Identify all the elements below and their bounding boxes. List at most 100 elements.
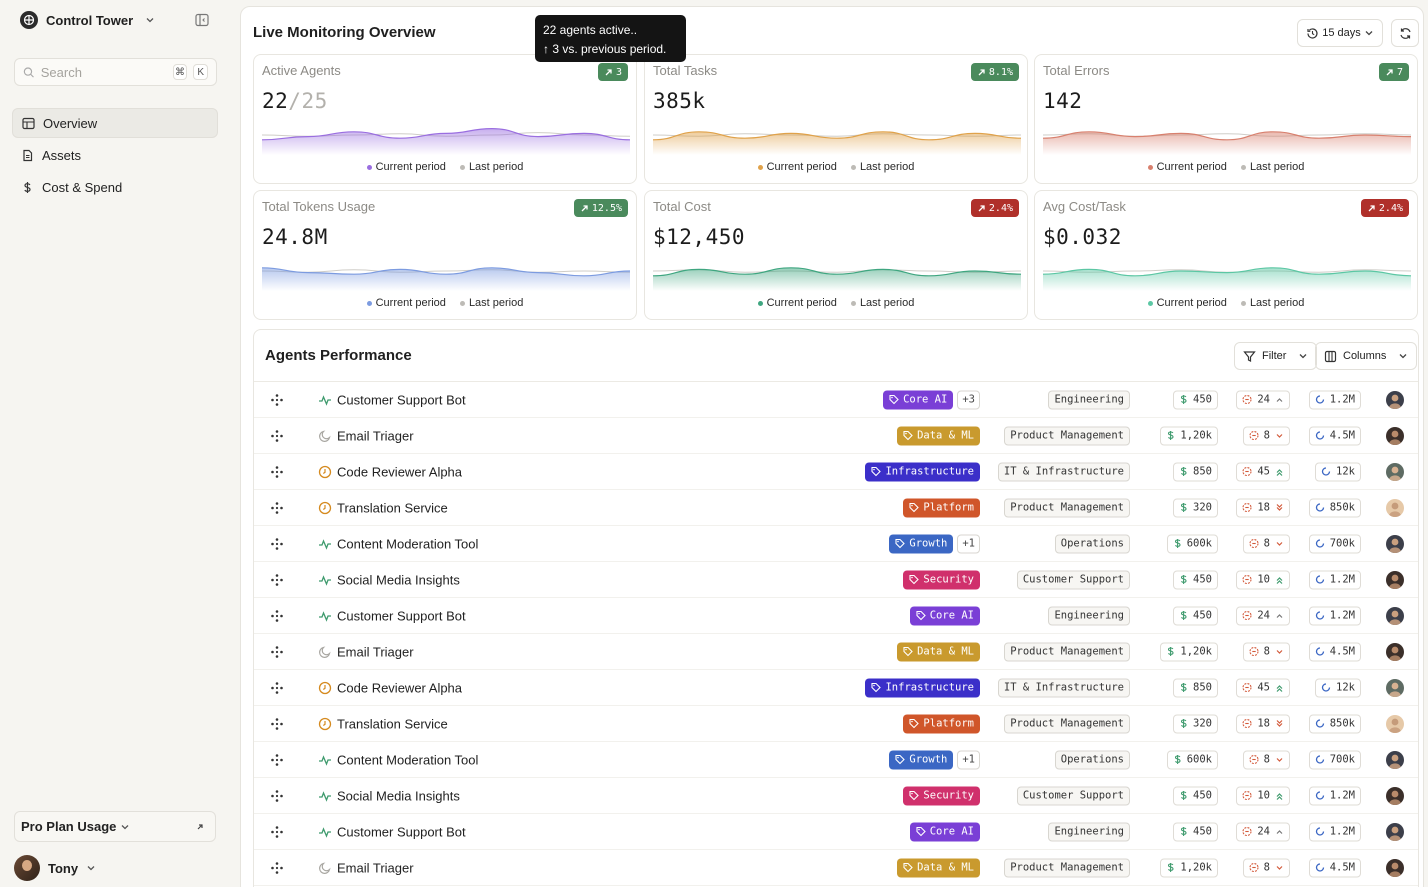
drag-handle-icon[interactable] <box>270 753 284 767</box>
drag-handle-icon[interactable] <box>270 393 284 407</box>
avatar[interactable] <box>1386 642 1404 661</box>
table-row[interactable]: Customer Support Bot Core AI Engineering… <box>254 598 1418 634</box>
avatar[interactable] <box>1386 426 1404 445</box>
filter-button[interactable]: Filter <box>1234 342 1318 370</box>
avatar[interactable] <box>1386 786 1404 805</box>
avatar[interactable] <box>1386 390 1404 409</box>
agent-name[interactable]: Content Moderation Tool <box>337 536 479 551</box>
agent-tag[interactable]: Core AI <box>909 822 980 841</box>
kpi-card-total-tasks[interactable]: Total Tasks 8.1% 385k Current period Las… <box>644 54 1028 184</box>
more-tags-badge[interactable]: +3 <box>957 390 980 409</box>
agent-tag[interactable]: Core AI <box>883 390 954 409</box>
drag-handle-icon[interactable] <box>270 645 284 659</box>
plan-usage-button[interactable]: Pro Plan Usage <box>14 811 216 842</box>
user-menu[interactable]: Tony <box>14 855 96 881</box>
drag-handle-icon[interactable] <box>270 717 284 731</box>
kpi-card-total-cost[interactable]: Total Cost 2.4% $12,450 Current period L… <box>644 190 1028 320</box>
tokens-badge: 1.2M <box>1308 570 1361 589</box>
agent-name[interactable]: Customer Support Bot <box>337 392 466 407</box>
agent-name[interactable]: Email Triager <box>337 860 414 875</box>
table-row[interactable]: Translation Service Platform Product Man… <box>254 490 1418 526</box>
agent-tag[interactable]: Data & ML <box>897 426 980 445</box>
agent-name[interactable]: Code Reviewer Alpha <box>337 680 463 695</box>
agent-tag[interactable]: Infrastructure <box>865 678 980 697</box>
avatar[interactable] <box>1386 750 1404 769</box>
avatar[interactable] <box>1386 534 1404 553</box>
kpi-card-avg-cost-task[interactable]: Avg Cost/Task 2.4% $0.032 Current period… <box>1034 190 1418 320</box>
sidebar-item-assets[interactable]: Assets <box>12 140 218 170</box>
kpi-card-total-tokens-usage[interactable]: Total Tokens Usage 12.5% 24.8M Current p… <box>253 190 637 320</box>
more-tags-badge[interactable]: +1 <box>957 534 980 553</box>
agent-tag[interactable]: Growth <box>889 534 954 553</box>
avatar[interactable] <box>1386 678 1404 697</box>
more-tags-badge[interactable]: +1 <box>957 750 980 769</box>
drag-handle-icon[interactable] <box>270 609 284 623</box>
avatar[interactable] <box>1386 714 1404 733</box>
avatar[interactable] <box>1386 822 1404 841</box>
agent-name[interactable]: Email Triager <box>337 428 414 443</box>
agent-tag[interactable]: Infrastructure <box>865 462 980 481</box>
drag-handle-icon[interactable] <box>270 789 284 803</box>
error-circle-icon <box>1242 574 1252 585</box>
drag-handle-icon[interactable] <box>270 861 284 875</box>
avatar[interactable] <box>1386 498 1404 517</box>
current-period-area <box>262 128 630 155</box>
agent-tag[interactable]: Growth <box>889 750 954 769</box>
table-row[interactable]: Social Media Insights Security Customer … <box>254 778 1418 814</box>
drag-handle-icon[interactable] <box>270 429 284 443</box>
sidebar-toggle-icon[interactable] <box>194 12 210 28</box>
avatar[interactable] <box>1386 606 1404 625</box>
table-row[interactable]: Customer Support Bot Core AI +3 Engineer… <box>254 382 1418 418</box>
table-row[interactable]: Email Triager Data & ML Product Manageme… <box>254 850 1418 886</box>
table-row[interactable]: Code Reviewer Alpha Infrastructure IT & … <box>254 454 1418 490</box>
sidebar-item-overview[interactable]: Overview <box>12 108 218 138</box>
columns-button[interactable]: Columns <box>1315 342 1418 370</box>
workspace-name: Control Tower <box>46 12 134 28</box>
drag-handle-icon[interactable] <box>270 573 284 587</box>
avatar[interactable] <box>1386 858 1404 877</box>
search-box[interactable]: ⌘ K <box>14 58 217 86</box>
agent-name[interactable]: Customer Support Bot <box>337 824 466 839</box>
agent-tag[interactable]: Data & ML <box>897 858 980 877</box>
table-row[interactable]: Translation Service Platform Product Man… <box>254 706 1418 742</box>
agent-tag[interactable]: Security <box>903 570 980 589</box>
agent-tag[interactable]: Data & ML <box>897 642 980 661</box>
moon-icon <box>319 645 331 658</box>
agent-tag[interactable]: Platform <box>903 498 980 517</box>
workspace-switcher[interactable]: Control Tower <box>20 11 155 29</box>
agent-name[interactable]: Social Media Insights <box>337 572 460 587</box>
tokens-value: 1.2M <box>1329 573 1355 586</box>
agent-tag[interactable]: Security <box>903 786 980 805</box>
agent-tag[interactable]: Core AI <box>909 606 980 625</box>
table-row[interactable]: Email Triager Data & ML Product Manageme… <box>254 418 1418 454</box>
search-input[interactable] <box>40 64 161 80</box>
agent-status-active <box>318 789 332 803</box>
table-row[interactable]: Code Reviewer Alpha Infrastructure IT & … <box>254 670 1418 706</box>
table-row[interactable]: Email Triager Data & ML Product Manageme… <box>254 634 1418 670</box>
agent-name[interactable]: Translation Service <box>337 500 448 515</box>
drag-handle-icon[interactable] <box>270 465 284 479</box>
table-row[interactable]: Content Moderation Tool Growth +1 Operat… <box>254 742 1418 778</box>
drag-handle-icon[interactable] <box>270 501 284 515</box>
agent-name[interactable]: Email Triager <box>337 644 414 659</box>
kpi-card-active-agents[interactable]: Active Agents 3 22/25 Current period Las… <box>253 54 637 184</box>
table-row[interactable]: Social Media Insights Security Customer … <box>254 562 1418 598</box>
avatar[interactable] <box>1386 570 1404 589</box>
drag-handle-icon[interactable] <box>270 825 284 839</box>
drag-handle-icon[interactable] <box>270 537 284 551</box>
table-row[interactable]: Customer Support Bot Core AI Engineering… <box>254 814 1418 850</box>
agent-name[interactable]: Code Reviewer Alpha <box>337 464 463 479</box>
agent-name[interactable]: Customer Support Bot <box>337 608 466 623</box>
agent-name[interactable]: Translation Service <box>337 716 448 731</box>
kpi-card-total-errors[interactable]: Total Errors 7 142 Current period Last p… <box>1034 54 1418 184</box>
agent-name[interactable]: Content Moderation Tool <box>337 752 479 767</box>
error-circle-icon <box>1249 754 1259 765</box>
table-row[interactable]: Content Moderation Tool Growth +1 Operat… <box>254 526 1418 562</box>
agent-name[interactable]: Social Media Insights <box>337 788 460 803</box>
refresh-button[interactable] <box>1391 19 1419 47</box>
avatar[interactable] <box>1386 462 1404 481</box>
agent-tag[interactable]: Platform <box>903 714 980 733</box>
drag-handle-icon[interactable] <box>270 681 284 695</box>
date-range-select[interactable]: 15 days <box>1297 19 1383 47</box>
sidebar-item-cost-spend[interactable]: Cost & Spend <box>12 172 218 202</box>
